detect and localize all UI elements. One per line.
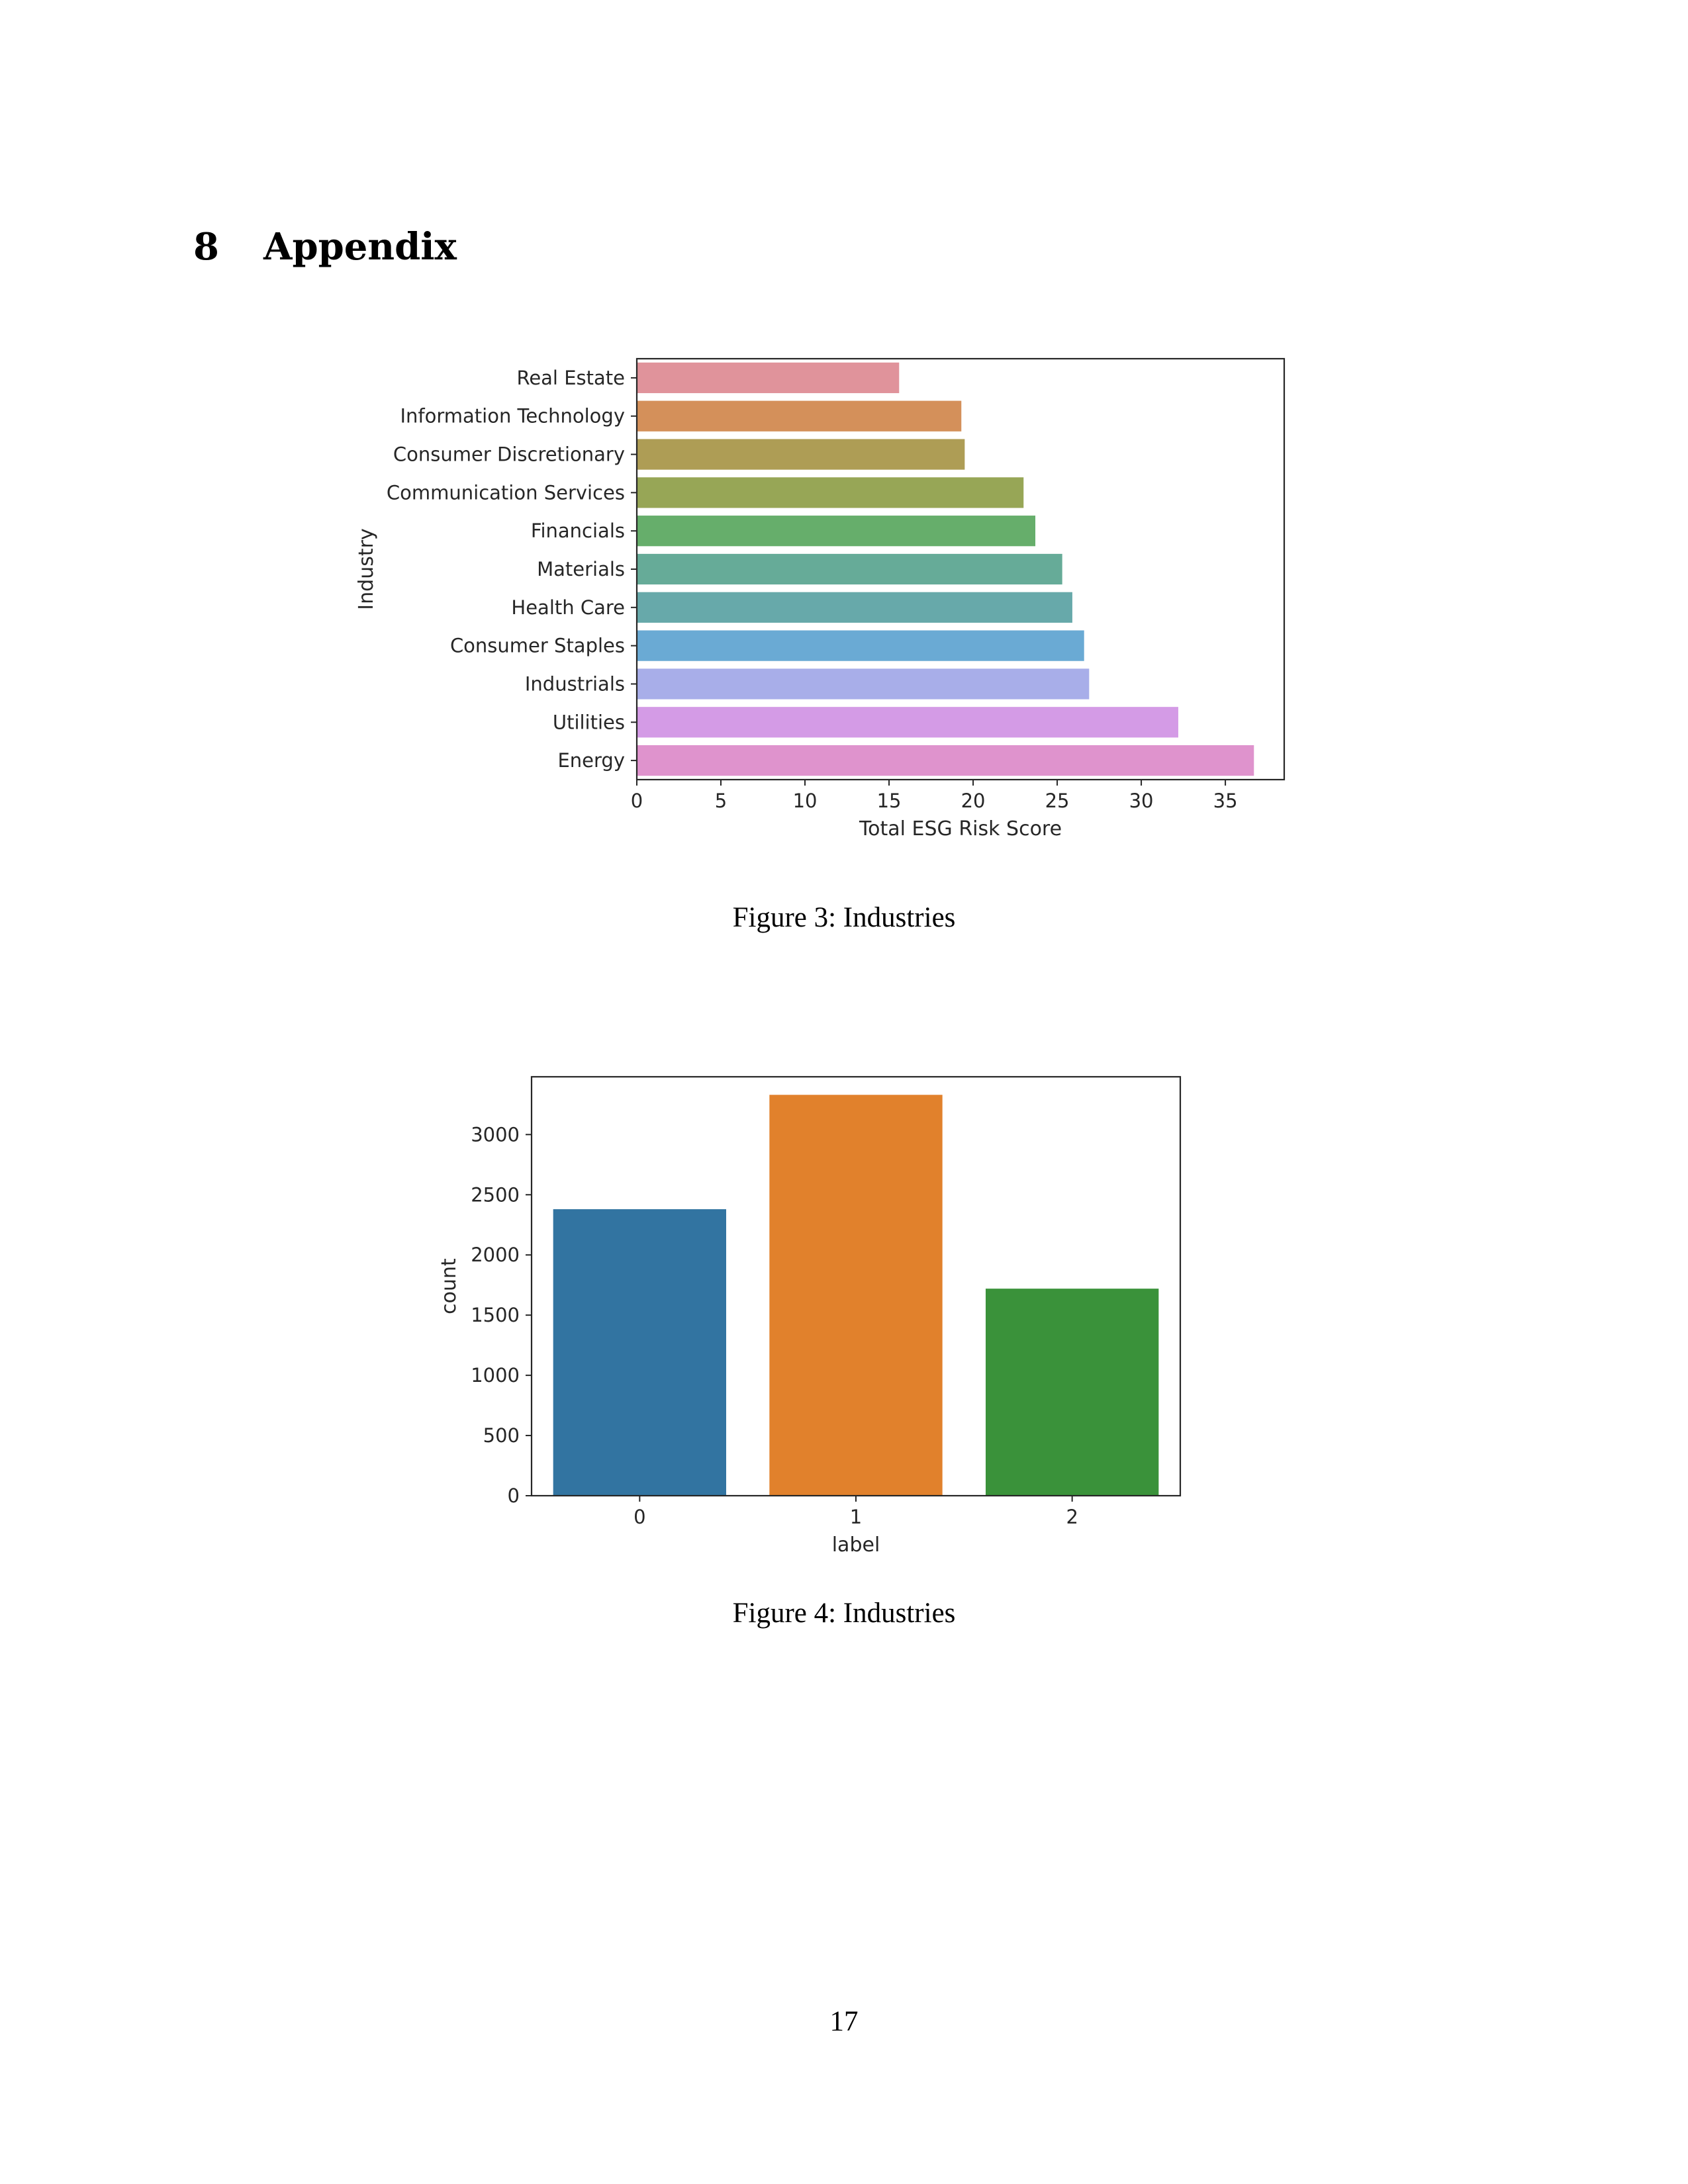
fig3-bar: [637, 362, 900, 394]
fig3-ytick-label: Materials: [537, 558, 625, 580]
fig4-bar: [769, 1095, 943, 1496]
fig3-xtick-label: 20: [961, 790, 986, 812]
fig3-bar: [637, 668, 1090, 700]
fig3-xtick-label: 10: [793, 790, 818, 812]
fig3-ytick-label: Utilities: [553, 711, 625, 733]
fig3-xaxis-label: Total ESG Risk Score: [859, 817, 1062, 841]
fig3-bar: [637, 439, 965, 470]
figure-3-chart: Real Estate Information Technology Consume…: [355, 357, 1286, 841]
fig3-yaxis-label: Industry: [355, 528, 378, 610]
fig3-bar: [637, 592, 1072, 623]
fig4-ytick-label: 3000: [471, 1123, 520, 1146]
fig4-ytick-label: 2500: [471, 1183, 520, 1206]
fig4-ytick-label: 500: [483, 1424, 520, 1447]
section-number: 8: [193, 225, 219, 269]
fig3-ytick-label: Communication Services: [387, 481, 625, 504]
fig3-xtick-label: 0: [631, 790, 643, 812]
fig3-ytick-label: Real Estate: [516, 367, 625, 389]
fig4-xtick-label: 2: [1066, 1506, 1078, 1528]
fig3-xtick-label: 25: [1045, 790, 1070, 812]
figure-3-caption: Figure 3: Industries: [732, 902, 956, 933]
fig3-ytick-label: Information Technology: [400, 405, 625, 428]
fig3-ytick-label: Industrials: [525, 672, 625, 695]
fig4-xtick-label: 1: [850, 1506, 862, 1528]
fig3-bar: [637, 400, 962, 432]
figure-4-chart: 0 1 2 0 500 1000 1500 2000 2500 3000 label count: [438, 1075, 1182, 1557]
fig4-bar: [986, 1289, 1159, 1496]
fig4-plot-frame: [530, 1075, 1182, 1497]
fig4-xtick-label: 0: [633, 1506, 645, 1528]
fig3-xtick-label: 15: [877, 790, 902, 812]
fig4-ytick-label: 0: [508, 1484, 520, 1507]
fig3-bar: [637, 516, 1036, 547]
fig3-xtick-label: 30: [1129, 790, 1154, 812]
section-title: Appendix: [263, 225, 457, 269]
page-number: 17: [829, 2006, 859, 2037]
fig4-bar: [553, 1209, 726, 1496]
fig3-ytick-label: Consumer Staples: [450, 635, 625, 657]
fig4-ytick-label: 1000: [471, 1364, 520, 1387]
fig3-bar: [637, 630, 1084, 661]
fig3-ytick-label: Health Care: [511, 596, 625, 619]
fig4-ytick-label: 2000: [471, 1244, 520, 1266]
fig4-xaxis-label: label: [832, 1533, 880, 1557]
fig3-plot-frame: [635, 357, 1286, 781]
fig4-ytick-label: 1500: [471, 1304, 520, 1326]
fig3-bar: [637, 745, 1254, 776]
fig3-xtick-label: 35: [1213, 790, 1238, 812]
fig4-yaxis-label: count: [438, 1258, 461, 1314]
fig3-ytick-label: Energy: [557, 749, 625, 772]
fig3-bar: [637, 707, 1178, 738]
fig3-ytick-label: Consumer Discretionary: [393, 443, 625, 466]
fig3-xtick-label: 5: [715, 790, 727, 812]
figure-4-caption: Figure 4: Industries: [732, 1598, 956, 1629]
fig3-bar: [637, 477, 1024, 508]
section-heading: 8 Appendix: [193, 225, 457, 269]
fig3-bar: [637, 553, 1062, 585]
fig3-ytick-label: Financials: [531, 520, 625, 542]
